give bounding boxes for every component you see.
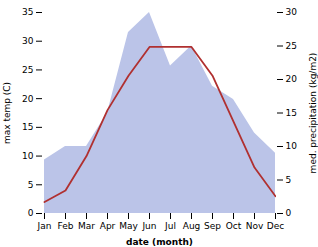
- svg-text:med. precipitation (kg/m2): med. precipitation (kg/m2): [308, 53, 318, 174]
- svg-text:10: 10: [22, 151, 34, 161]
- svg-text:0: 0: [286, 208, 292, 218]
- svg-text:Apr: Apr: [100, 221, 116, 231]
- svg-text:15: 15: [286, 108, 297, 118]
- svg-text:30: 30: [286, 7, 298, 17]
- svg-text:Sep: Sep: [204, 221, 221, 231]
- svg-text:May: May: [119, 221, 138, 231]
- svg-text:30: 30: [22, 36, 34, 46]
- svg-text:35: 35: [22, 7, 33, 17]
- svg-text:20: 20: [22, 94, 34, 104]
- svg-text:max temp (C): max temp (C): [2, 82, 12, 144]
- svg-text:10: 10: [286, 141, 298, 151]
- svg-text:5: 5: [28, 180, 34, 190]
- svg-text:Aug: Aug: [183, 221, 201, 231]
- svg-text:0: 0: [28, 208, 34, 218]
- svg-text:date (month): date (month): [126, 237, 193, 247]
- svg-text:Jul: Jul: [164, 221, 176, 231]
- svg-text:Feb: Feb: [58, 221, 74, 231]
- svg-text:Oct: Oct: [226, 221, 242, 231]
- svg-text:Dec: Dec: [267, 221, 284, 231]
- svg-text:Nov: Nov: [246, 221, 264, 231]
- svg-text:25: 25: [286, 41, 297, 51]
- svg-text:15: 15: [22, 122, 33, 132]
- svg-text:Jun: Jun: [141, 221, 156, 231]
- svg-text:25: 25: [22, 65, 33, 75]
- svg-text:Mar: Mar: [78, 221, 95, 231]
- svg-text:20: 20: [286, 74, 298, 84]
- svg-text:5: 5: [286, 175, 292, 185]
- svg-text:Jan: Jan: [37, 221, 52, 231]
